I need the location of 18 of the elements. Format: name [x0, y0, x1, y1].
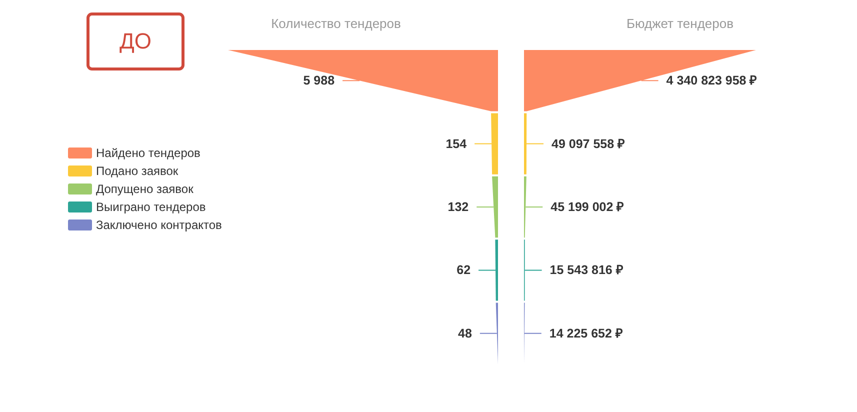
category-label: Количество тендеров [271, 16, 401, 31]
data-label: 49 097 558 ₽ [552, 136, 626, 151]
legend-label: Выиграно тендеров [96, 200, 206, 214]
legend-label: Допущено заявок [96, 182, 194, 196]
data-label: 14 225 652 ₽ [549, 326, 624, 340]
legend-label: Подано заявок [96, 164, 179, 178]
data-label: 5 988 [303, 74, 335, 88]
data-label: 62 [456, 263, 471, 278]
text: ДО [119, 28, 152, 54]
data-label: 154 [446, 136, 467, 151]
data-label: 15 543 816 ₽ [550, 263, 624, 278]
data-label: 48 [458, 326, 472, 340]
data-label: 4 340 823 958 ₽ [666, 74, 758, 88]
legend-label: Заключено контрактов [96, 218, 222, 232]
legend-label: Найдено тендеров [96, 146, 200, 160]
data-label: 45 199 002 ₽ [550, 200, 625, 214]
data-label: 132 [448, 200, 469, 214]
category-label: Бюджет тендеров [626, 16, 734, 31]
